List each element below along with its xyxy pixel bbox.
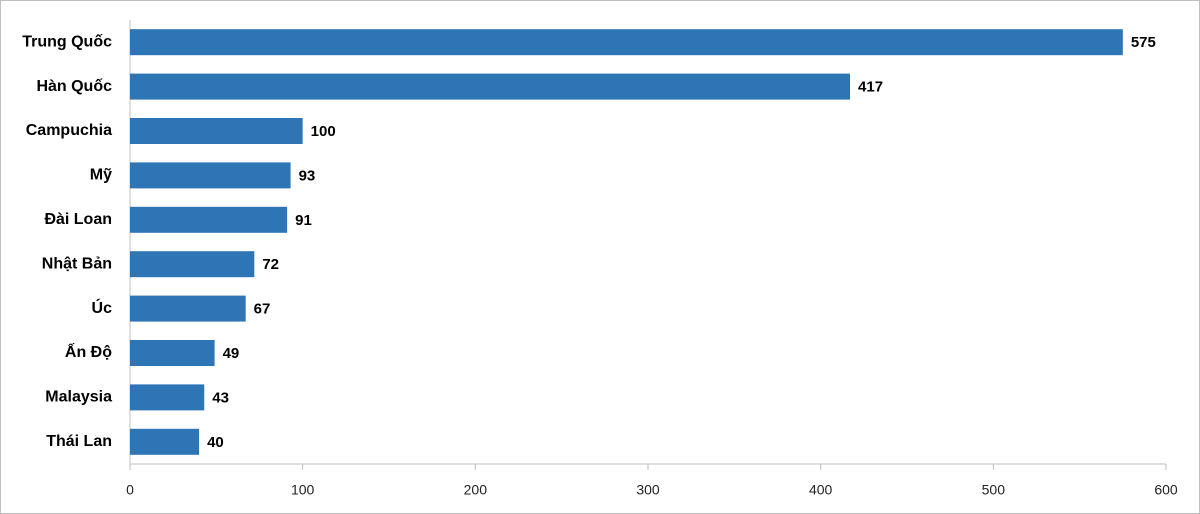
data-label: 67 [254,301,271,318]
y-tick-label: Campuchia [26,122,112,139]
bar [130,29,1123,56]
data-label: 93 [299,167,316,184]
data-label: 575 [1131,34,1156,51]
bar [130,384,205,411]
data-label: 417 [858,79,883,96]
data-label: 100 [311,123,336,140]
x-tick-label: 0 [126,482,134,498]
bar [130,251,255,278]
data-label: 91 [295,212,312,229]
y-tick-label: Đài Loan [44,211,112,228]
data-label: 72 [262,256,279,273]
bar [130,428,200,455]
bar [130,162,291,189]
data-label: 49 [223,345,240,362]
data-label: 40 [207,434,224,451]
bar [130,206,288,233]
y-tick-label: Nhật Bản [42,255,112,272]
x-tick-label: 500 [982,482,1006,498]
y-tick-label: Hàn Quốc [36,78,112,95]
x-tick-label: 300 [636,482,660,498]
x-tick-label: 100 [291,482,315,498]
bar [130,73,851,100]
y-tick-label: Úc [92,298,113,317]
bar [130,118,303,144]
x-tick-label: 200 [464,482,488,498]
y-tick-label: Trung Quốc [22,33,112,50]
x-tick-label: 400 [809,482,833,498]
bar [130,340,215,366]
y-tick-label: Mỹ [90,167,112,184]
data-label: 43 [212,389,229,406]
y-tick-label: Ấn Độ [65,342,112,361]
bar [130,295,246,322]
y-tick-label: Malaysia [45,389,112,406]
y-tick-label: Thái Lan [46,433,112,450]
x-tick-label: 600 [1154,482,1178,498]
